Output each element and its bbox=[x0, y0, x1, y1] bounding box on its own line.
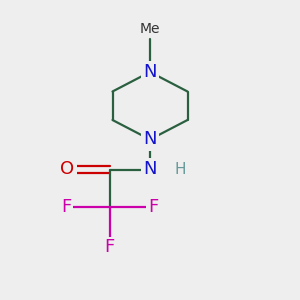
Text: O: O bbox=[60, 160, 75, 178]
Text: N: N bbox=[143, 63, 157, 81]
Text: N: N bbox=[143, 160, 157, 178]
Text: N: N bbox=[143, 130, 157, 148]
Text: H: H bbox=[174, 162, 186, 177]
Text: F: F bbox=[104, 238, 115, 256]
Text: Me: Me bbox=[140, 22, 160, 36]
Text: F: F bbox=[148, 198, 158, 216]
Text: F: F bbox=[61, 198, 71, 216]
